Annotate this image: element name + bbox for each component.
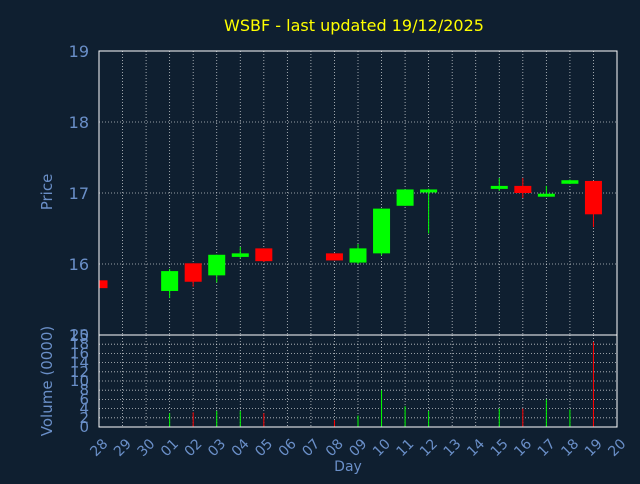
volume-panel-frame — [98, 334, 618, 428]
x-ticks: 28 29 30 01 02 03 04 05 06 07 08 09 10 11 12 13 14 15 16 17… — [87, 436, 629, 460]
candle — [537, 185, 555, 197]
volume-y-tick-label: 14 — [70, 354, 89, 372]
candle — [349, 244, 367, 264]
volume-grid — [99, 335, 617, 427]
price-y-tick-label: 15 — [69, 326, 89, 345]
volume-y-tick-label: 20 — [70, 326, 89, 344]
volume-bars — [98, 341, 594, 427]
candle — [208, 254, 226, 283]
candle-body — [584, 180, 602, 215]
candle — [561, 179, 579, 184]
candle — [325, 253, 343, 261]
chart-title: WSBF - last updated 19/12/2025 — [224, 16, 484, 35]
candle-body — [420, 189, 438, 193]
volume-y-tick-label: 6 — [79, 390, 89, 408]
candle — [373, 208, 391, 256]
candle-body — [208, 254, 226, 276]
candle-body — [514, 185, 532, 193]
candle — [514, 178, 532, 198]
volume-y-tick-label: 12 — [70, 363, 89, 381]
volume-y-tick-label: 0 — [79, 418, 89, 436]
candle — [396, 189, 414, 206]
volume-y-tick-label: 16 — [70, 344, 89, 362]
price-y-tick-label: 19 — [69, 42, 89, 61]
volume-y-tick-label: 4 — [79, 400, 89, 418]
candle-body — [255, 248, 273, 262]
candle-body — [396, 189, 414, 206]
price-y-tick-label: 16 — [69, 255, 89, 274]
candle-body — [325, 253, 343, 261]
volume-y-tick-label: 10 — [70, 372, 89, 390]
candle-body — [99, 280, 108, 289]
candle — [420, 188, 438, 234]
candle-body — [161, 271, 179, 291]
candle-body — [231, 253, 249, 257]
candle — [184, 263, 202, 287]
price-axis-label: Price — [38, 174, 56, 211]
candle — [98, 280, 108, 289]
candle — [490, 178, 508, 191]
candle-body — [561, 180, 579, 184]
candle-body — [537, 193, 555, 197]
candle — [584, 180, 602, 228]
volume-axis-label: Volume (0000) — [38, 326, 56, 436]
candles — [98, 178, 602, 299]
candle-body — [184, 263, 202, 282]
price-y-tick-label: 17 — [69, 184, 89, 203]
x-axis-label: Day — [334, 459, 362, 475]
volume-y-tick-label: 8 — [79, 381, 89, 399]
price-y-ticks: 15 16 17 18 19 — [69, 42, 89, 345]
price-y-tick-label: 18 — [69, 113, 89, 132]
candle — [255, 248, 273, 262]
candle-body — [373, 208, 391, 254]
volume-y-tick-label: 18 — [70, 335, 89, 353]
candle-body — [490, 185, 508, 189]
candle — [161, 268, 179, 299]
candle — [231, 246, 249, 259]
candle-body — [349, 248, 367, 263]
volume-y-tick-label: 2 — [79, 409, 89, 427]
